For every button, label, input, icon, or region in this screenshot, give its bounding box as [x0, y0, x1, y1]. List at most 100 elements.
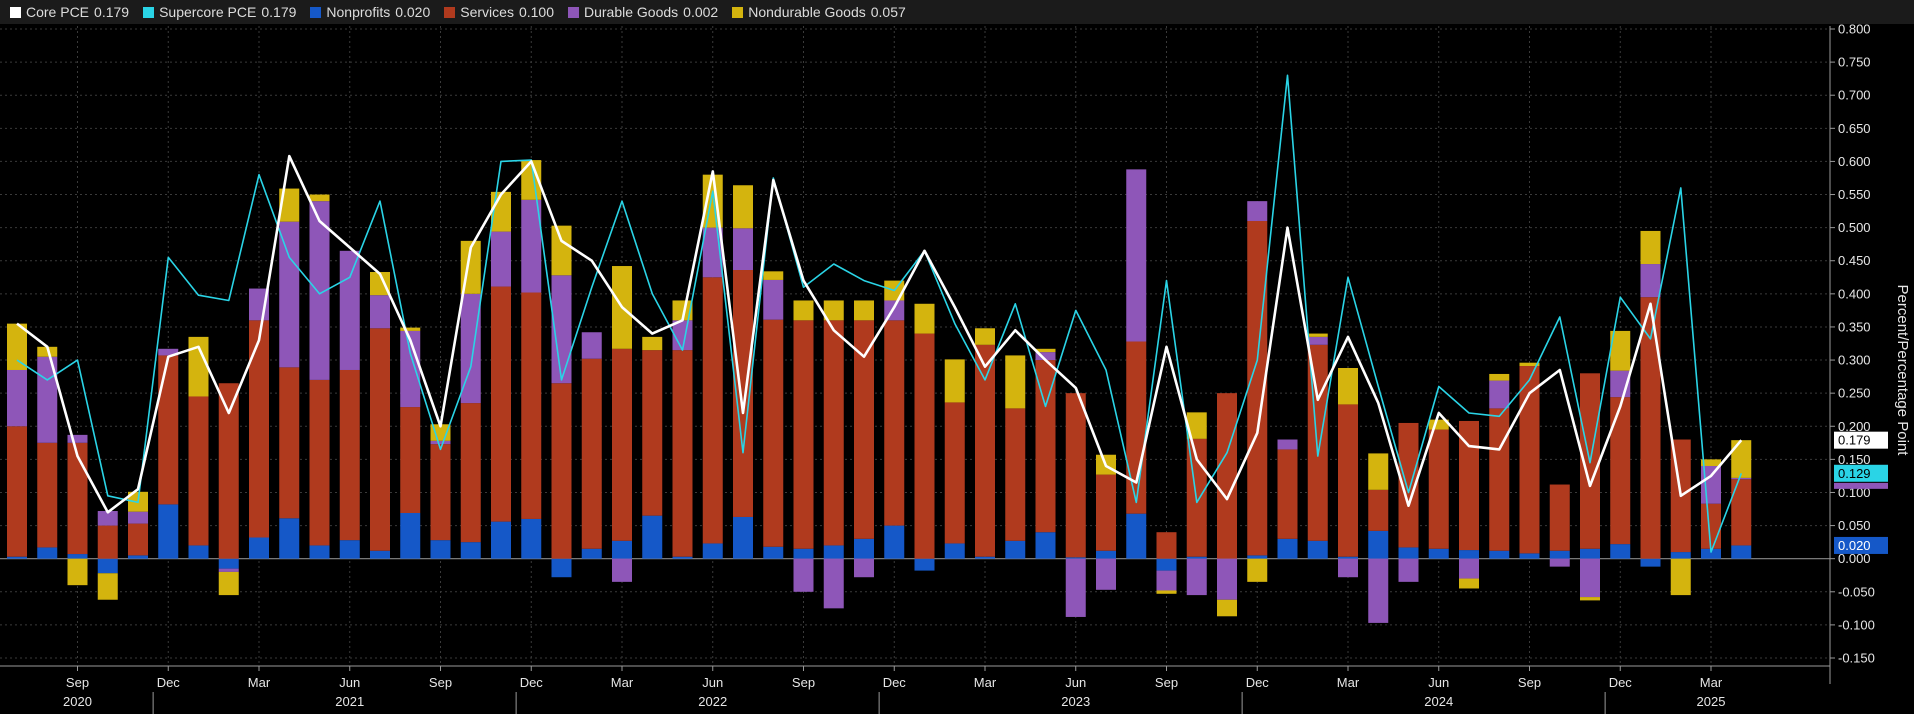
bar-services [823, 320, 844, 546]
line-supercore-pce [16, 74, 1743, 553]
bar-nonprofits [158, 504, 179, 559]
legend-value: 0.057 [870, 4, 906, 20]
x-year-label: 2023 [1061, 694, 1090, 709]
legend-item-nondurable-goods[interactable]: Nondurable Goods 0.057 [732, 4, 906, 20]
bar-nonprofits [1156, 558, 1177, 571]
legend-value: 0.100 [518, 4, 554, 20]
bar-durable-goods [460, 293, 481, 404]
bar-services [491, 286, 511, 522]
bar-nondurable-goods [793, 300, 814, 321]
bar-nonprofits [1670, 552, 1691, 559]
bar-nonprofits [1338, 556, 1358, 559]
bar-nonprofits [37, 547, 58, 559]
x-month-label: Dec [883, 675, 907, 690]
line-core-pce [16, 154, 1743, 514]
bar-nondurable-goods [309, 194, 330, 202]
x-year-label: 2024 [1424, 694, 1453, 709]
x-month-label: Dec [1609, 675, 1633, 690]
bar-services [1640, 297, 1661, 559]
bar-nondurable-goods [1610, 330, 1631, 371]
legend-item-supercore-pce[interactable]: Supercore PCE 0.179 [143, 4, 296, 20]
bar-series [7, 160, 1752, 623]
bar-durable-goods [128, 511, 148, 524]
legend-swatch [143, 6, 155, 18]
legend-item-core-pce[interactable]: Core PCE 0.179 [10, 4, 129, 20]
last-value-labels: 0.179 0.129 0.020 [1834, 431, 1888, 554]
bar-services [1549, 484, 1570, 551]
bar-nondurable-goods [1459, 578, 1479, 589]
bar-durable-goods [612, 558, 632, 582]
bar-services [309, 379, 330, 546]
bar-durable-goods [1580, 558, 1600, 598]
x-month-label: Mar [611, 675, 634, 690]
bar-nonprofits [914, 558, 935, 571]
bar-services [1610, 397, 1631, 545]
bar-services [672, 350, 693, 557]
legend-value: 0.179 [94, 4, 130, 20]
x-month-label: Sep [429, 675, 452, 690]
x-year-label: 2021 [335, 694, 364, 709]
bar-nonprofits [128, 555, 148, 559]
y-tick-label: 0.750 [1838, 55, 1871, 70]
bar-nonprofits [672, 556, 693, 559]
x-month-label: Dec [520, 675, 544, 690]
bar-nondurable-goods [1701, 459, 1721, 466]
bar-nonprofits [1640, 558, 1661, 567]
bar-nonprofits [1610, 544, 1631, 559]
bar-services [1005, 408, 1026, 541]
bar-services [1126, 341, 1147, 514]
bar-durable-goods [1126, 169, 1147, 342]
bar-services [702, 277, 723, 544]
x-month-label: Mar [1700, 675, 1723, 690]
bar-durable-goods [1549, 558, 1570, 567]
bar-nonprofits [1489, 550, 1510, 559]
bar-nonprofits [733, 516, 753, 559]
bar-nondurable-goods [1156, 590, 1177, 594]
bar-nonprofits [218, 558, 239, 569]
legend-item-nonprofits[interactable]: Nonprofits 0.020 [310, 4, 430, 20]
bar-services [1368, 489, 1389, 531]
bar-durable-goods [158, 348, 179, 356]
legend-item-durable-goods[interactable]: Durable Goods 0.002 [568, 4, 718, 20]
bar-durable-goods [1338, 558, 1358, 578]
bar-nonprofits [460, 542, 481, 559]
bar-durable-goods [1731, 477, 1752, 480]
bar-services [975, 344, 995, 557]
bar-nondurable-goods [1580, 597, 1600, 601]
bar-nonprofits [1519, 553, 1540, 559]
y-tick-label: 0.050 [1838, 518, 1871, 533]
bar-services [793, 320, 814, 549]
bar-nonprofits [944, 543, 965, 559]
bar-nonprofits [1701, 548, 1721, 559]
bar-nonprofits [1005, 540, 1026, 559]
bar-nonprofits [1247, 555, 1268, 559]
bar-nonprofits [975, 556, 995, 559]
bar-nondurable-goods [1005, 355, 1026, 409]
bar-services [612, 348, 632, 541]
bar-nondurable-goods [642, 336, 663, 351]
bar-services [97, 525, 118, 559]
y-tick-label: 0.650 [1838, 121, 1871, 136]
x-month-label: Mar [1337, 675, 1360, 690]
bar-nonprofits [279, 518, 300, 559]
bar-nonprofits [702, 543, 723, 559]
bar-durable-goods [1368, 558, 1389, 623]
bar-durable-goods [1307, 336, 1328, 345]
bar-services [279, 367, 300, 519]
bar-nondurable-goods [854, 300, 874, 321]
bar-durable-goods [1247, 201, 1268, 222]
bar-services [249, 320, 269, 538]
bar-services [1428, 429, 1449, 549]
bar-services [339, 369, 360, 541]
value-label-text: 0.179 [1838, 433, 1871, 448]
bar-services [1217, 393, 1237, 559]
bar-services [642, 350, 663, 516]
legend-item-services[interactable]: Services 0.100 [444, 4, 554, 20]
bar-durable-goods [1459, 558, 1479, 579]
bar-durable-goods [1156, 570, 1177, 591]
bar-nondurable-goods [914, 303, 935, 334]
bar-durable-goods [430, 440, 451, 445]
bar-durable-goods [1065, 558, 1086, 617]
legend-swatch [10, 6, 21, 18]
bar-nonprofits [1186, 556, 1207, 559]
